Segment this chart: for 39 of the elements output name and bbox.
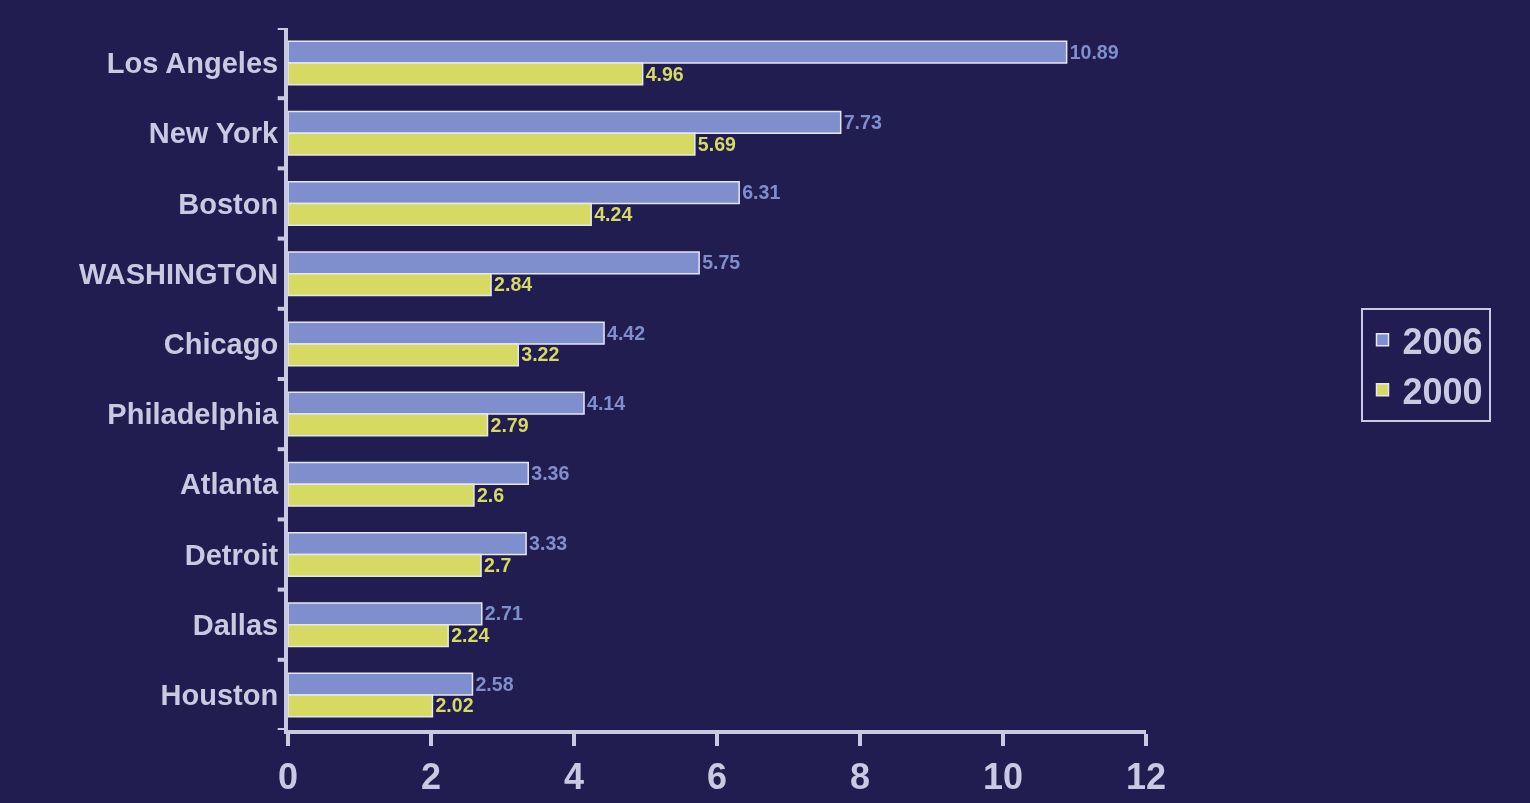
y-tick-label: Chicago <box>163 328 279 361</box>
data-label: 2.84 <box>494 273 533 296</box>
x-tick-label: 6 <box>706 756 728 798</box>
x-tick-label: 2 <box>420 756 442 798</box>
data-label: 10.89 <box>1069 40 1119 63</box>
x-tick-label: 8 <box>849 756 871 798</box>
data-label: 2.02 <box>435 694 474 717</box>
data-label: 2.79 <box>490 413 529 436</box>
y-tick-label: Los Angeles <box>106 47 279 80</box>
data-label: 4.42 <box>607 321 646 344</box>
legend-label: 2000 <box>1402 370 1483 412</box>
x-tick-label: 10 <box>982 756 1024 798</box>
data-label: 3.33 <box>529 532 568 555</box>
y-tick-label: Dallas <box>192 608 279 641</box>
data-label: 6.31 <box>742 181 781 204</box>
y-tick-label: WASHINGTON <box>78 257 279 290</box>
data-label: 2.6 <box>476 483 505 506</box>
data-label: 2.7 <box>484 553 512 576</box>
data-label: 2.71 <box>484 602 523 625</box>
y-tick-label: Boston <box>178 187 279 220</box>
x-tick-label: 4 <box>563 756 585 798</box>
y-tick-label: Atlanta <box>179 468 280 501</box>
data-label: 5.75 <box>702 251 741 274</box>
y-tick-label: Detroit <box>184 538 279 571</box>
y-tick-label: Houston <box>160 679 279 712</box>
y-tick-label: Philadelphia <box>107 398 280 431</box>
x-tick-label: 12 <box>1125 756 1167 798</box>
data-label: 4.24 <box>594 202 633 225</box>
data-label: 3.22 <box>521 343 560 366</box>
data-label: 4.96 <box>645 62 684 85</box>
data-label: 5.69 <box>697 132 737 155</box>
legend-label: 2006 <box>1402 320 1483 362</box>
data-label: 2.24 <box>451 624 490 647</box>
data-label: 3.36 <box>531 461 570 484</box>
x-tick-label: 0 <box>277 756 299 798</box>
data-label: 4.14 <box>587 391 626 414</box>
data-label: 7.73 <box>843 110 882 133</box>
data-label: 2.58 <box>475 672 514 695</box>
y-tick-label: New York <box>148 117 280 150</box>
